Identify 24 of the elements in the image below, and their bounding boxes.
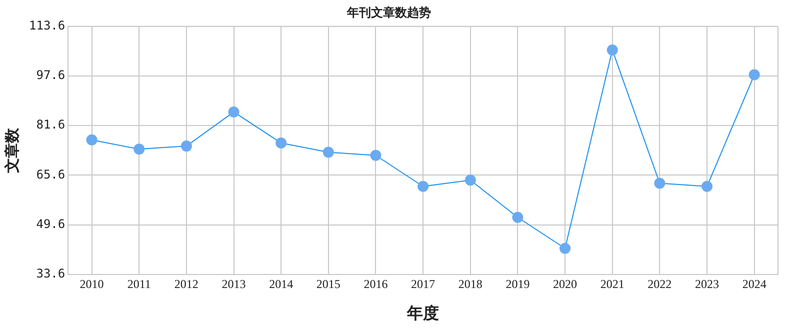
x-tick-label: 2016 — [364, 276, 388, 291]
x-tick-label: 2013 — [222, 276, 246, 291]
x-tick-label: 2021 — [600, 276, 624, 291]
x-tick-label: 2023 — [695, 276, 720, 291]
x-tick-label: 2010 — [80, 276, 104, 291]
y-tick-label: 65.6 — [36, 167, 66, 182]
x-tick-label: 2012 — [174, 276, 198, 291]
x-tick-label: 2011 — [127, 276, 151, 291]
x-tick-label: 2018 — [458, 276, 482, 291]
y-tick-label: 113.6 — [29, 18, 66, 33]
y-tick-label: 33.6 — [36, 266, 66, 281]
x-tick-label: 2024 — [742, 276, 766, 291]
x-tick-label: 2014 — [269, 276, 294, 291]
x-tick-label: 2022 — [648, 276, 672, 291]
y-axis-title: 文章数 — [2, 126, 21, 174]
x-axis-title: 年度 — [406, 304, 440, 323]
y-tick-label: 49.6 — [36, 216, 66, 231]
x-tick-label: 2015 — [316, 276, 340, 291]
x-tick-label: 2017 — [411, 276, 436, 291]
y-tick-label: 97.6 — [36, 68, 66, 82]
x-tick-label: 2019 — [506, 276, 530, 291]
y-tick-label: 81.6 — [36, 118, 66, 132]
chart-title: 年刊文章数趋势 — [346, 5, 431, 20]
x-tick-label: 2020 — [553, 276, 578, 291]
